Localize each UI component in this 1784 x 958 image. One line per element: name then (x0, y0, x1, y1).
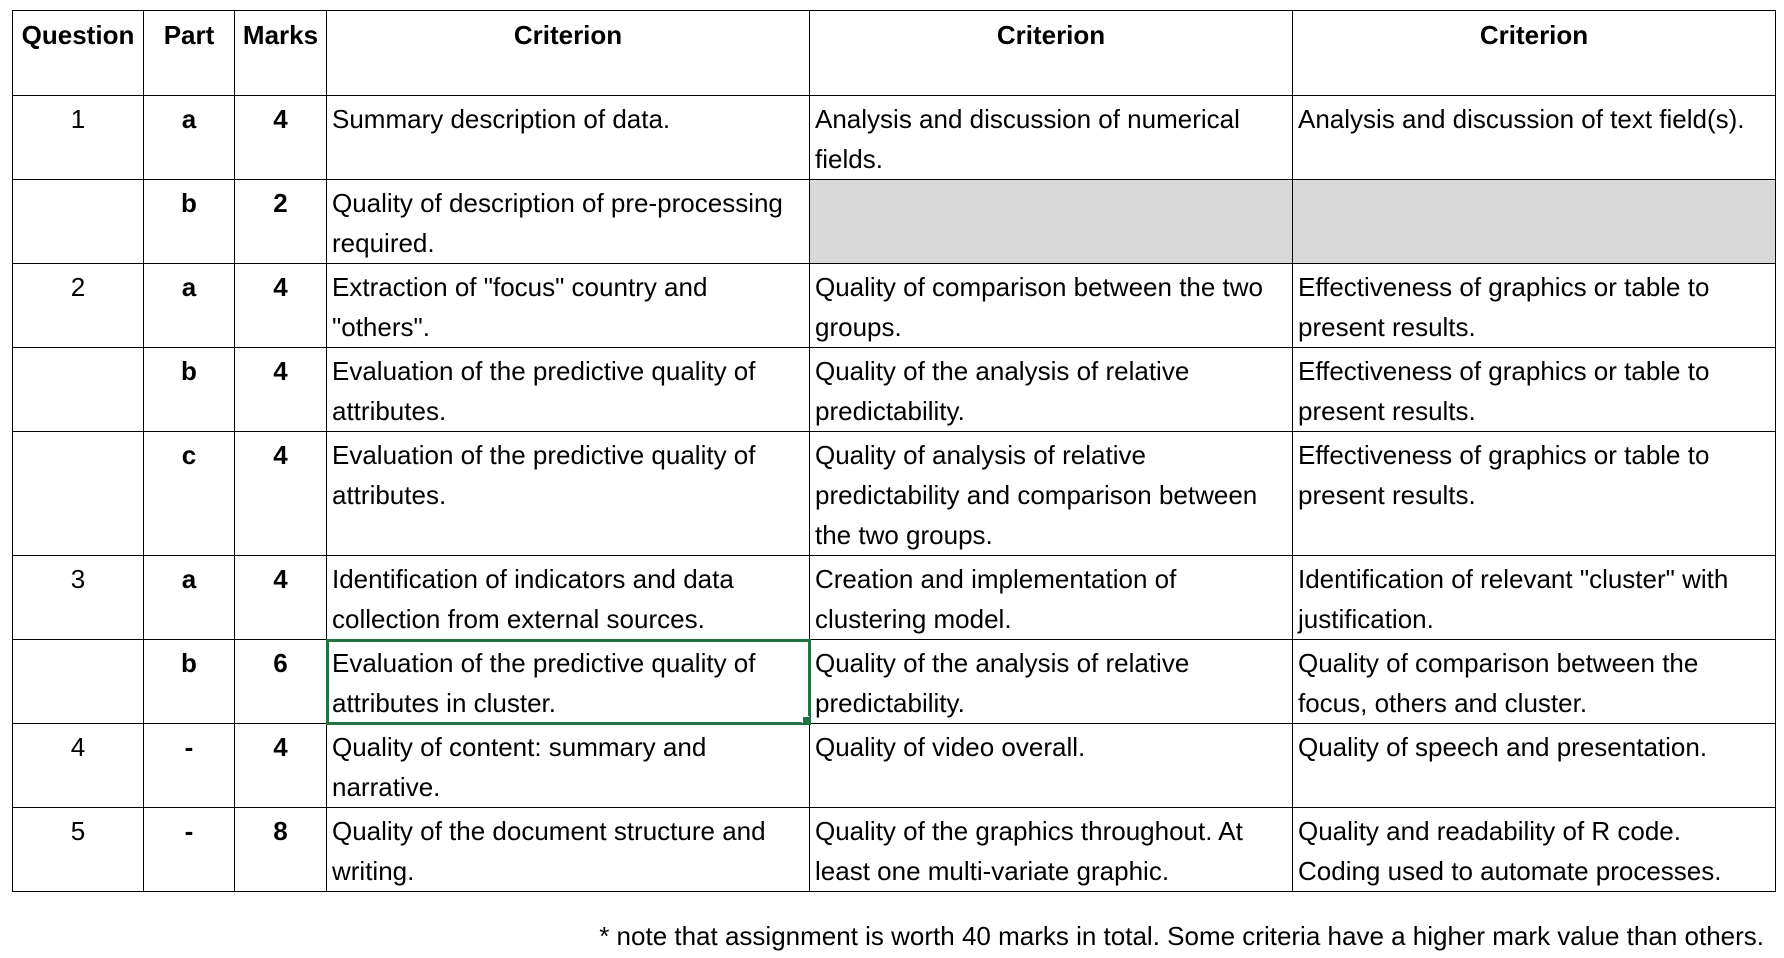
footnote: * note that assignment is worth 40 marks… (599, 921, 1764, 951)
criterion-1-cell[interactable]: Identification of indicators and data co… (326, 555, 810, 640)
header-criterion-2[interactable]: Criterion (809, 10, 1293, 96)
criterion-3-cell[interactable]: Quality of comparison between the focus,… (1292, 639, 1776, 724)
part-cell[interactable]: b (143, 179, 235, 264)
marks-cell[interactable]: 4 (234, 95, 327, 180)
header-part[interactable]: Part (143, 10, 235, 96)
question-cell[interactable]: 5 (12, 807, 144, 892)
question-cell[interactable]: 2 (12, 263, 144, 348)
header-criterion-1[interactable]: Criterion (326, 10, 810, 96)
marks-cell[interactable]: 8 (234, 807, 327, 892)
part-cell[interactable]: c (143, 431, 235, 556)
criterion-3-cell[interactable]: Quality and readability of R code. Codin… (1292, 807, 1776, 892)
header-marks[interactable]: Marks (234, 10, 327, 96)
criterion-2-cell[interactable]: Creation and implementation of clusterin… (809, 555, 1293, 640)
question-cell[interactable] (12, 639, 144, 724)
part-cell[interactable]: a (143, 95, 235, 180)
criterion-1-cell[interactable]: Quality of the document structure and wr… (326, 807, 810, 892)
question-cell[interactable]: 4 (12, 723, 144, 808)
criterion-2-cell[interactable]: Quality of the analysis of relative pred… (809, 347, 1293, 432)
header-question[interactable]: Question (12, 10, 144, 96)
marks-cell[interactable]: 4 (234, 263, 327, 348)
marks-cell[interactable]: 6 (234, 639, 327, 724)
marks-cell[interactable]: 4 (234, 555, 327, 640)
table-row: b 6 Evaluation of the predictive quality… (12, 638, 1776, 725)
criterion-3-cell[interactable]: Effectiveness of graphics or table to pr… (1292, 347, 1776, 432)
criterion-2-cell[interactable]: Quality of analysis of relative predicta… (809, 431, 1293, 556)
marks-cell[interactable]: 2 (234, 179, 327, 264)
question-cell[interactable]: 1 (12, 95, 144, 180)
marking-rubric: Question Part Marks Criterion Criterion … (12, 10, 1776, 892)
criterion-2-cell[interactable]: Quality of the graphics throughout. At l… (809, 807, 1293, 892)
rubric-table: Question Part Marks Criterion Criterion … (12, 10, 1776, 892)
criterion-2-cell-shaded[interactable] (809, 179, 1293, 264)
criterion-2-cell[interactable]: Quality of the analysis of relative pred… (809, 639, 1293, 724)
criterion-1-cell[interactable]: Quality of content: summary and narrativ… (326, 723, 810, 808)
criterion-2-cell[interactable]: Quality of video overall. (809, 723, 1293, 808)
marks-cell[interactable]: 4 (234, 431, 327, 556)
criterion-2-cell[interactable]: Analysis and discussion of numerical fie… (809, 95, 1293, 180)
question-cell[interactable]: 3 (12, 555, 144, 640)
part-cell[interactable]: b (143, 639, 235, 724)
criterion-3-cell[interactable]: Identification of relevant "cluster" wit… (1292, 555, 1776, 640)
question-cell[interactable] (12, 347, 144, 432)
table-row: c 4 Evaluation of the predictive quality… (12, 431, 1776, 556)
marks-cell[interactable]: 4 (234, 723, 327, 808)
question-cell[interactable] (12, 431, 144, 556)
part-cell[interactable]: - (143, 807, 235, 892)
criterion-1-cell[interactable]: Extraction of "focus" country and "other… (326, 263, 810, 348)
criterion-3-cell[interactable]: Analysis and discussion of text field(s)… (1292, 95, 1776, 180)
table-row: 2 a 4 Extraction of "focus" country and … (12, 263, 1776, 348)
marks-cell[interactable]: 4 (234, 347, 327, 432)
part-cell[interactable]: b (143, 347, 235, 432)
criterion-1-cell[interactable]: Quality of description of pre-processing… (326, 179, 810, 264)
question-cell[interactable] (12, 179, 144, 264)
fill-handle[interactable] (802, 716, 809, 723)
part-cell[interactable]: a (143, 555, 235, 640)
criterion-3-cell[interactable]: Effectiveness of graphics or table to pr… (1292, 431, 1776, 556)
criterion-1-cell[interactable]: Summary description of data. (326, 95, 810, 180)
part-cell[interactable]: a (143, 263, 235, 348)
criterion-1-cell[interactable]: Evaluation of the predictive quality of … (326, 347, 810, 432)
table-row: 5 - 8 Quality of the document structure … (12, 807, 1776, 892)
criterion-2-cell[interactable]: Quality of comparison between the two gr… (809, 263, 1293, 348)
criterion-3-cell-shaded[interactable] (1292, 179, 1776, 264)
selected-cell[interactable]: Evaluation of the predictive quality of … (325, 638, 811, 725)
table-row: b 4 Evaluation of the predictive quality… (12, 347, 1776, 432)
header-criterion-3[interactable]: Criterion (1292, 10, 1776, 96)
table-row: 4 - 4 Quality of content: summary and na… (12, 723, 1776, 808)
criterion-1-text: Evaluation of the predictive quality of … (332, 648, 756, 718)
criterion-3-cell[interactable]: Quality of speech and presentation. (1292, 723, 1776, 808)
table-row: 3 a 4 Identification of indicators and d… (12, 555, 1776, 640)
header-row: Question Part Marks Criterion Criterion … (12, 10, 1776, 96)
criterion-1-cell[interactable]: Evaluation of the predictive quality of … (326, 431, 810, 556)
table-row: 1 a 4 Summary description of data. Analy… (12, 95, 1776, 180)
part-cell[interactable]: - (143, 723, 235, 808)
table-row: b 2 Quality of description of pre-proces… (12, 179, 1776, 264)
criterion-3-cell[interactable]: Effectiveness of graphics or table to pr… (1292, 263, 1776, 348)
